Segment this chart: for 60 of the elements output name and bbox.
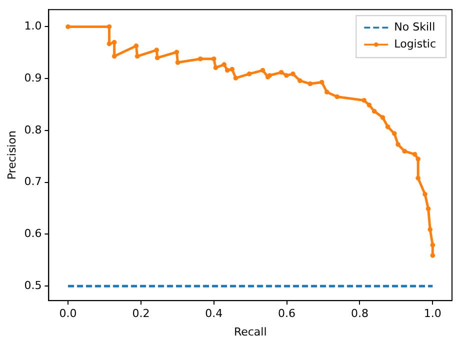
x-tick-label: 0.6: [278, 307, 296, 320]
point: [430, 253, 436, 258]
y-tick-label: 0.8: [24, 123, 42, 136]
point: [428, 227, 433, 232]
point: [66, 24, 70, 30]
y-tick-label: 0.5: [24, 278, 42, 292]
point: [260, 68, 266, 73]
point: [154, 48, 160, 52]
point: [412, 152, 418, 157]
point: [224, 68, 230, 73]
point: [284, 73, 289, 78]
point: [198, 56, 203, 62]
point: [230, 66, 235, 72]
point: [402, 148, 407, 154]
y-tick-label: 0.9: [24, 71, 42, 84]
y-tick-label: 0.7: [24, 175, 42, 188]
point: [308, 81, 313, 86]
point: [106, 41, 112, 46]
point: [134, 54, 140, 59]
point: [422, 192, 428, 197]
point: [372, 108, 377, 114]
x-tick-label: 0.2: [132, 307, 150, 320]
x-tick-label: 0.8: [350, 307, 368, 320]
point: [385, 124, 390, 130]
legend-label: No Skill: [394, 20, 436, 34]
point: [426, 206, 431, 212]
point: [278, 70, 284, 75]
point: [319, 80, 324, 85]
point: [154, 55, 160, 60]
legend-label: Logistic: [394, 37, 436, 50]
point: [430, 242, 436, 248]
point: [213, 65, 218, 70]
point: [362, 98, 367, 103]
point: [290, 72, 296, 76]
point: [174, 50, 180, 55]
point: [380, 115, 386, 120]
point: [416, 156, 420, 162]
point: [334, 94, 340, 100]
point: [112, 40, 117, 45]
point: [392, 131, 397, 136]
point: [134, 44, 139, 48]
y-tick-label: 1.0: [24, 20, 42, 33]
y-axis-title: Precision: [5, 130, 18, 180]
x-tick-label: 0.4: [205, 307, 223, 320]
x-tick-label: 1.0: [424, 307, 442, 320]
point: [416, 176, 420, 181]
point: [396, 142, 400, 147]
point: [106, 24, 112, 30]
point: [233, 76, 238, 80]
point: [246, 72, 252, 76]
x-axis-title: Recall: [234, 325, 267, 338]
y-tick-label: 0.6: [24, 227, 42, 240]
point: [112, 54, 117, 59]
point: [175, 60, 180, 65]
point: [222, 62, 226, 67]
point: [211, 56, 216, 62]
point: [324, 90, 330, 94]
point: [366, 102, 372, 108]
x-tick-label: 0.0: [59, 307, 77, 320]
point: [298, 78, 302, 84]
